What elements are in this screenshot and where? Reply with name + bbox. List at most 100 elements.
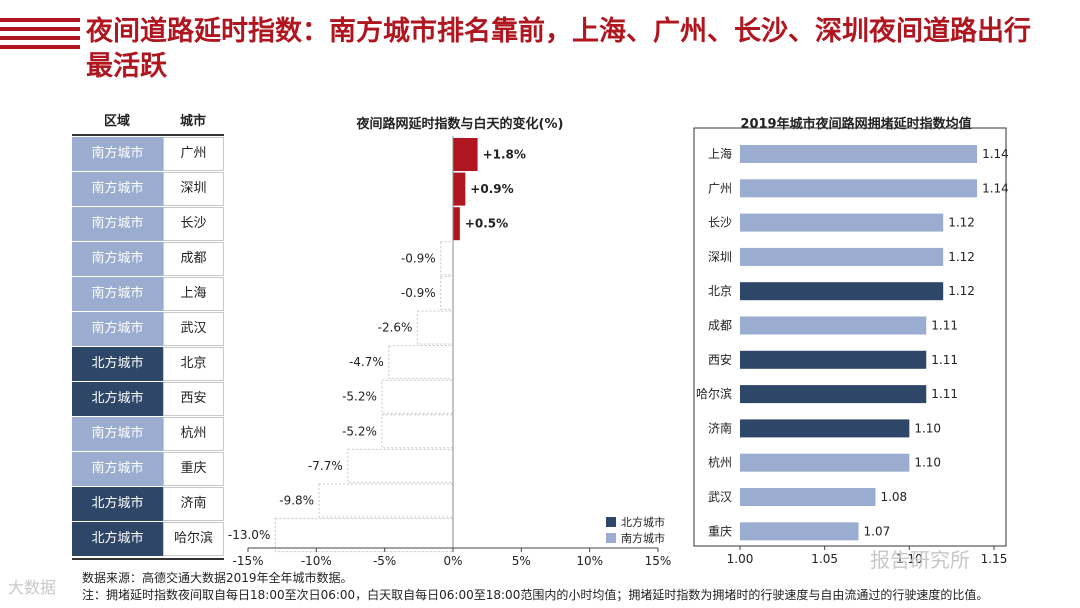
index-bar [740,350,927,369]
table-row: 北方城市 北京 [72,347,224,381]
change-label: +0.9% [470,182,513,196]
legend-label: 南方城市 [621,531,665,545]
index-bar [740,316,927,335]
change-label: -2.6% [378,321,413,335]
city-cell: 深圳 [163,172,224,206]
index-bar [740,522,859,541]
value-label: 1.08 [880,490,907,504]
table-bottom-rule [72,558,224,560]
city-cell: 广州 [163,137,224,171]
city-cell: 成都 [163,242,224,276]
region-table: 区域 城市 南方城市 广州 南方城市 深圳 南方城市 长沙 南方城市 成都 南方城市 上海 南方城市… [72,110,224,560]
category-label: 武汉 [708,490,732,504]
index-bar [740,453,910,472]
x-tick-label: -10% [301,554,332,568]
category-label: 西安 [708,352,732,367]
city-cell: 上海 [163,277,224,311]
table-row: 北方城市 西安 [72,382,224,416]
index-bar [740,179,978,198]
change-label: +0.5% [465,217,508,231]
city-cell: 长沙 [163,207,224,241]
category-label: 上海 [708,146,732,161]
region-cell: 南方城市 [72,207,163,241]
footnote: 注：拥堵延时指数夜间取自每日18:00至次日06:00，白天取自每日06:00至… [82,588,989,602]
city-cell: 北京 [163,347,224,381]
index-bar [740,247,944,266]
table-row: 北方城市 济南 [72,487,224,521]
index-chart: 上海 1.14 广州 1.14 长沙 1.12 深圳 1.12 北京 1.12 成都 1.11 西安 1.… [606,127,1009,566]
value-label: 1.11 [931,387,958,401]
city-cell: 重庆 [163,452,224,486]
title-decoration [0,18,80,54]
index-bar [740,419,910,438]
x-tick-label: 1.00 [727,552,754,566]
x-tick-label: 1.10 [896,552,923,566]
table-row: 南方城市 广州 [72,137,224,171]
value-label: 1.11 [931,319,958,333]
region-cell: 南方城市 [72,312,163,346]
region-cell: 南方城市 [72,452,163,486]
category-label: 济南 [708,420,732,435]
change-bar [381,414,454,449]
change-bar [453,138,478,171]
watermark-right: 报告研究所 [870,548,970,572]
x-tick-label: 1.05 [811,552,838,566]
header-region: 区域 [103,114,130,129]
region-cell: 南方城市 [72,137,163,171]
change-label: -9.8% [279,494,314,508]
change-bar [318,483,454,518]
change-bar [453,172,466,206]
region-cell: 南方城市 [72,417,163,451]
region-cell: 北方城市 [72,487,163,521]
region-cell: 北方城市 [72,347,163,381]
x-tick-label: 1.15 [981,552,1008,566]
city-cell: 武汉 [163,312,224,346]
change-label: -5.2% [342,424,377,438]
header-city: 城市 [179,114,206,129]
table-row: 南方城市 成都 [72,242,224,276]
page-title: 夜间道路延时指数：南方城市排名靠前，上海、广州、长沙、深圳夜间道路出行最活跃 [86,16,1031,82]
change-chart-title: 夜间路网延时指数与白天的变化(%) [356,117,564,132]
value-label: 1.11 [931,353,958,367]
value-label: 1.10 [914,456,941,470]
change-bar [416,310,454,345]
city-cell: 西安 [163,382,224,416]
table-body: 南方城市 广州 南方城市 深圳 南方城市 长沙 南方城市 成都 南方城市 上海 南方城市 武汉 北方城市… [72,137,224,556]
legend-swatch [606,517,616,527]
category-label: 北京 [708,284,732,298]
region-cell: 北方城市 [72,382,163,416]
legend-label: 北方城市 [621,515,665,529]
change-bar [440,241,454,276]
change-label: -0.9% [401,286,436,300]
source-note: 数据来源：高德交通大数据2019年全年城市数据。 [82,571,353,585]
value-label: 1.14 [982,147,1009,161]
category-label: 广州 [708,181,732,195]
index-bar [740,488,876,506]
category-label: 长沙 [708,216,732,230]
index-bar [740,213,944,232]
category-label: 杭州 [708,455,732,470]
value-label: 1.12 [948,250,975,264]
category-label: 重庆 [708,524,732,538]
change-label: -7.7% [308,459,343,473]
value-label: 1.12 [948,216,975,230]
x-tick-label: 5% [512,554,531,568]
value-label: 1.14 [982,181,1009,195]
table-row: 南方城市 杭州 [72,417,224,451]
change-chart: +1.8% +0.9% +0.5% -0.9% -0.9% -2.6% -4.7% -5.2%… [228,136,671,568]
city-cell: 杭州 [163,417,224,451]
change-bar [453,207,460,241]
change-bar [440,275,454,310]
x-tick-label: 0% [443,554,462,568]
table-row: 南方城市 武汉 [72,312,224,346]
change-bar [381,379,454,414]
value-label: 1.07 [864,524,891,538]
change-bar [388,345,454,380]
change-label: -0.9% [401,251,436,265]
region-cell: 南方城市 [72,242,163,276]
change-bar [274,518,454,553]
value-label: 1.10 [914,421,941,435]
region-cell: 南方城市 [72,277,163,311]
legend-swatch [606,533,616,543]
table-row: 南方城市 上海 [72,277,224,311]
